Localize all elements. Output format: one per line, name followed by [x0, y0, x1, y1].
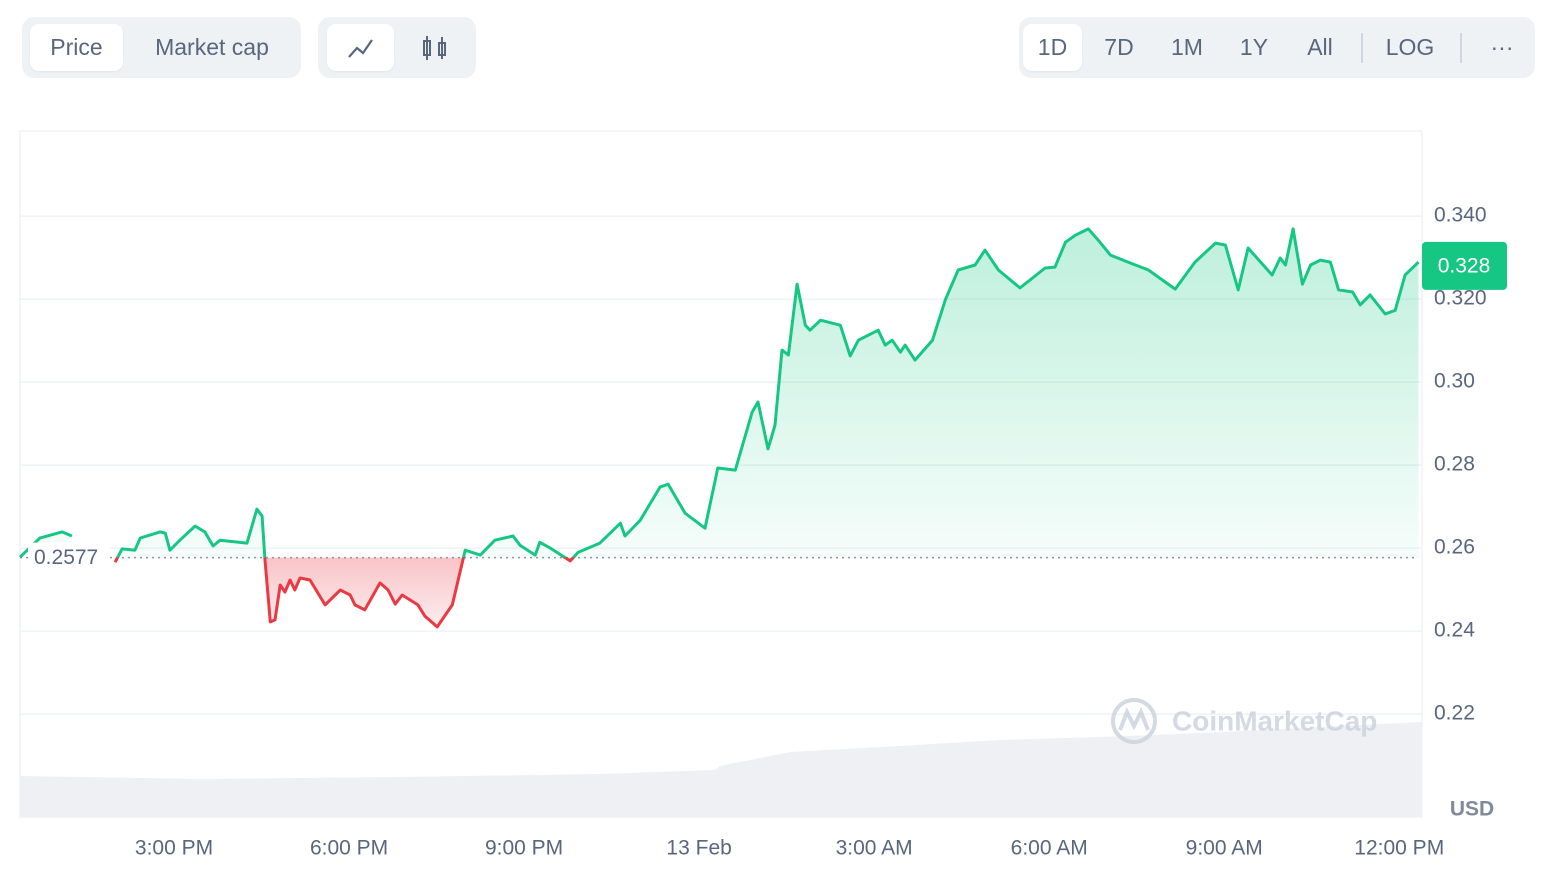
x-tick-label: 3:00 PM	[135, 837, 213, 860]
data-type-toggle: Price Market cap	[22, 17, 301, 78]
x-tick-label: 9:00 AM	[1186, 837, 1263, 860]
currency-label: USD	[1450, 798, 1494, 821]
x-tick-label: 12:00 PM	[1354, 837, 1444, 860]
line-chart-button[interactable]	[327, 24, 394, 71]
chart-type-toggle	[318, 17, 476, 78]
candle-icon	[423, 36, 446, 60]
y-tick-label: 0.24	[1434, 619, 1475, 642]
y-tick-label: 0.22	[1434, 702, 1475, 725]
more-button[interactable]: ···	[1490, 34, 1514, 60]
range-toggle: 1D 7D 1M 1Y All LOG ···	[1019, 17, 1535, 78]
baseline-label-bg	[28, 542, 110, 573]
range-1y[interactable]: 1Y	[1239, 34, 1269, 60]
x-tick-label: 6:00 AM	[1011, 837, 1088, 860]
baseline-label: 0.2577	[34, 546, 98, 569]
line-icon	[348, 39, 373, 58]
range-7d[interactable]: 7D	[1104, 34, 1134, 60]
watermark-logo	[1111, 698, 1157, 744]
y-tick-label: 0.30	[1434, 370, 1475, 393]
y-tick-label: 0.28	[1434, 453, 1475, 476]
current-price-badge	[1422, 241, 1507, 290]
watermark-text: CoinMarketCap	[1172, 705, 1377, 736]
x-tick-label: 9:00 PM	[485, 837, 563, 860]
x-tick-label: 6:00 PM	[310, 837, 388, 860]
y-tick-label: 0.320	[1434, 287, 1487, 310]
x-tick-label: 13 Feb	[666, 837, 731, 860]
y-tick-label: 0.26	[1434, 536, 1475, 559]
volume-area	[20, 722, 1422, 817]
x-tick-label: 3:00 AM	[836, 837, 913, 860]
watermark: CoinMarketCap	[1111, 698, 1377, 744]
watermark-logo	[1118, 707, 1150, 731]
range-all[interactable]: All	[1307, 34, 1333, 60]
separator	[1460, 33, 1462, 63]
range-1d[interactable]: 1D	[1023, 24, 1082, 71]
current-price-label: 0.328	[1438, 254, 1491, 277]
y-tick-label: 0.340	[1434, 204, 1487, 227]
range-1m[interactable]: 1M	[1171, 34, 1203, 60]
candle-chart-button[interactable]	[402, 24, 468, 71]
price-button[interactable]: Price	[30, 24, 123, 71]
separator	[1361, 33, 1363, 63]
market-cap-button[interactable]: Market cap	[155, 34, 269, 60]
price-area	[20, 228, 1419, 627]
log-button[interactable]: LOG	[1385, 34, 1435, 60]
